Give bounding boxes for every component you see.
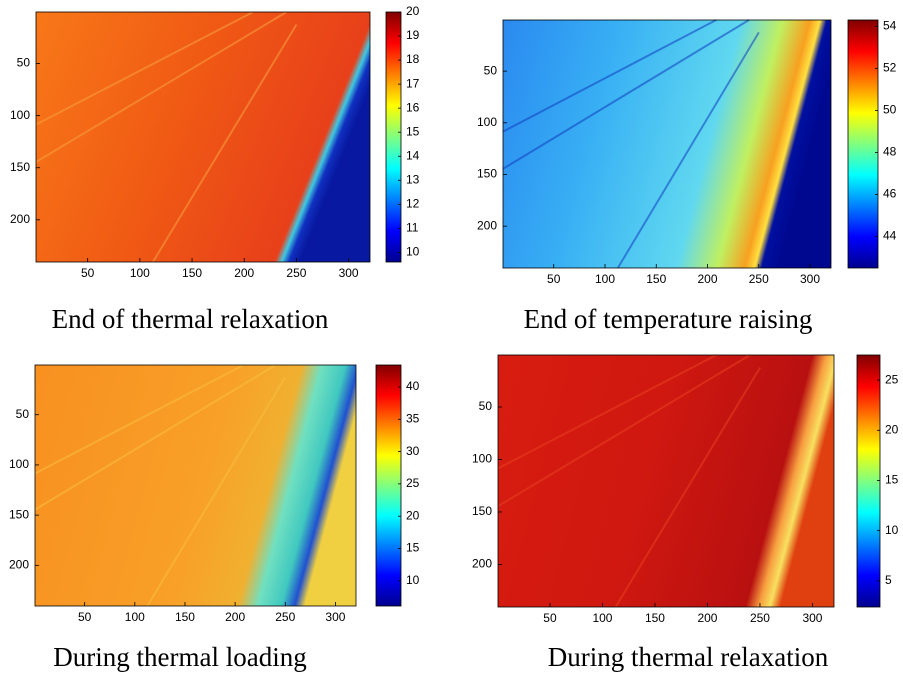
x-tick-label: 250 xyxy=(275,610,295,624)
image-streak xyxy=(497,354,751,508)
colorbar-tick-label: 50 xyxy=(883,103,897,117)
y-tick-label: 150 xyxy=(472,504,492,518)
heatmap-image xyxy=(36,12,370,262)
x-tick-label: 50 xyxy=(81,266,95,280)
colorbar-tick-label: 15 xyxy=(406,541,420,555)
image-streak xyxy=(146,376,287,607)
colorbar-tick-label: 20 xyxy=(406,508,420,522)
colorbar-tick-label: 11 xyxy=(406,221,419,235)
image-streak xyxy=(616,31,760,269)
x-tick-label: 250 xyxy=(286,266,306,280)
image-streak xyxy=(35,11,288,163)
colorbar-tick-label: 48 xyxy=(883,145,897,159)
x-tick-label: 300 xyxy=(800,272,820,286)
colorbar-tick-label: 40 xyxy=(406,379,420,393)
colorbar-tick-label: 52 xyxy=(883,61,897,75)
colorbar xyxy=(385,11,402,263)
x-tick-label: 300 xyxy=(325,610,345,624)
y-tick-label: 150 xyxy=(477,167,497,181)
colorbar-tick-label: 14 xyxy=(406,148,420,162)
x-tick-label: 250 xyxy=(749,272,769,286)
y-tick-label: 200 xyxy=(477,218,497,232)
colorbar-tick-label: 17 xyxy=(406,76,420,90)
axes-frame xyxy=(497,354,835,608)
image-streak xyxy=(34,364,245,475)
colorbar-tick-label: 30 xyxy=(406,444,420,458)
x-tick-label: 100 xyxy=(592,611,612,625)
colorbar xyxy=(375,364,402,607)
colorbar-tick-label: 25 xyxy=(885,372,899,386)
axes-frame xyxy=(34,364,357,607)
colorbar-tick-label: 10 xyxy=(406,245,420,259)
panel-caption: During thermal loading xyxy=(53,642,306,672)
x-tick-label: 300 xyxy=(339,266,359,280)
colorbar-tick-label: 54 xyxy=(883,18,897,32)
x-tick-label: 300 xyxy=(802,611,822,625)
colorbar-tick-label: 35 xyxy=(406,411,420,425)
colorbar-tick-label: 18 xyxy=(406,52,420,66)
image-streak xyxy=(152,23,298,263)
axes-frame xyxy=(502,19,832,269)
x-tick-label: 200 xyxy=(225,610,245,624)
y-tick-label: 50 xyxy=(484,63,498,77)
x-tick-label: 50 xyxy=(543,611,557,625)
colorbar-tick-label: 20 xyxy=(885,422,899,436)
panel-caption: End of thermal relaxation xyxy=(52,304,329,334)
image-streak xyxy=(34,364,277,511)
x-tick-label: 100 xyxy=(125,610,145,624)
y-tick-label: 50 xyxy=(17,56,31,70)
panel-caption: During thermal relaxation xyxy=(548,642,829,672)
colorbar-tick-label: 46 xyxy=(883,187,897,201)
y-tick-label: 150 xyxy=(9,507,29,521)
colorbar-tick-label: 5 xyxy=(885,573,892,587)
heatmap-image xyxy=(35,365,356,606)
y-tick-label: 50 xyxy=(479,399,493,413)
x-tick-label: 100 xyxy=(595,272,615,286)
colorbar-tick-label: 15 xyxy=(885,473,899,487)
axes-frame xyxy=(35,11,371,263)
colorbar xyxy=(847,19,879,269)
x-tick-label: 200 xyxy=(697,611,717,625)
colorbar-tick-label: 25 xyxy=(406,476,420,490)
y-tick-label: 100 xyxy=(9,457,29,471)
y-tick-label: 200 xyxy=(472,557,492,571)
x-tick-label: 200 xyxy=(234,266,254,280)
x-tick-label: 250 xyxy=(750,611,770,625)
heatmap-image xyxy=(498,355,834,607)
colorbar-tick-label: 13 xyxy=(406,172,420,186)
image-streak xyxy=(497,354,717,470)
colorbar-tick-label: 10 xyxy=(885,523,899,537)
x-tick-label: 50 xyxy=(78,610,92,624)
heatmap-image xyxy=(503,20,831,268)
x-tick-label: 150 xyxy=(645,611,665,625)
y-tick-label: 100 xyxy=(472,452,492,466)
x-tick-label: 50 xyxy=(547,272,561,286)
image-streak xyxy=(502,19,717,133)
colorbar-tick-label: 16 xyxy=(406,100,420,114)
colorbar-tick-label: 10 xyxy=(406,573,420,587)
y-tick-label: 200 xyxy=(9,558,29,572)
x-tick-label: 150 xyxy=(182,266,202,280)
panel-caption: End of temperature raising xyxy=(524,304,813,334)
y-tick-label: 100 xyxy=(477,115,497,129)
colorbar-tick-label: 19 xyxy=(406,28,420,42)
image-streak xyxy=(35,11,254,126)
colorbar-tick-label: 44 xyxy=(883,229,897,243)
colorbar-tick-label: 15 xyxy=(406,124,420,138)
colorbar-tick-label: 20 xyxy=(406,4,420,18)
colorbar xyxy=(856,354,881,608)
x-tick-label: 150 xyxy=(175,610,195,624)
y-tick-label: 100 xyxy=(10,108,30,122)
x-tick-label: 150 xyxy=(646,272,666,286)
x-tick-label: 200 xyxy=(697,272,717,286)
y-tick-label: 150 xyxy=(10,160,30,174)
image-streak xyxy=(502,19,750,170)
y-tick-label: 50 xyxy=(16,407,30,421)
x-tick-label: 100 xyxy=(130,266,150,280)
image-streak xyxy=(614,367,761,608)
y-tick-label: 200 xyxy=(10,212,30,226)
colorbar-tick-label: 12 xyxy=(406,196,420,210)
